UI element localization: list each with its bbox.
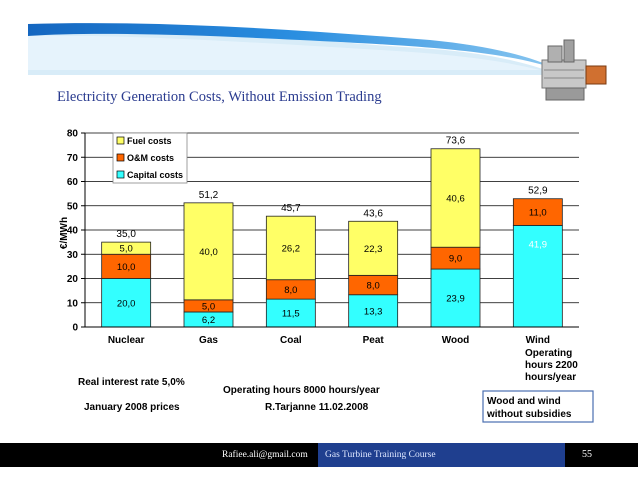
- bar-om-wind: [512, 198, 563, 226]
- bar-fuel-nuclear: [101, 241, 152, 255]
- data-label-fuel-gas: 40,0: [199, 247, 218, 258]
- legend-label-om: O&M costs: [127, 153, 174, 163]
- total-label-nuclear: 35,0: [116, 229, 136, 240]
- data-label-capital-peat: 13,3: [364, 306, 383, 317]
- note-author: R.Tarjanne 11.02.2008: [265, 402, 369, 413]
- gas-turbine-illustration: [541, 39, 607, 101]
- data-label-capital-wind: 41,9: [529, 239, 548, 250]
- category-label-nuclear: Nuclear: [108, 335, 145, 346]
- data-label-capital-nuclear: 20,0: [117, 298, 135, 309]
- y-axis-ticks: 0 10 20 30 40 50 60 70 80: [67, 129, 85, 334]
- bar-capital-wood: [430, 268, 481, 328]
- bar-capital-wind: [512, 224, 563, 328]
- y-tick-label-0: 0: [72, 323, 78, 334]
- cost-chart: 0 10 20 30 40 50 60 70 80 20,0 10,0 5,0 35,0 6,2 5,0 4…: [59, 129, 594, 423]
- category-label-wind: Wind: [526, 335, 550, 346]
- data-label-om-wind: 11,0: [529, 208, 547, 219]
- note-operating-hours: Operating hours 8000 hours/year: [223, 385, 380, 396]
- category-label-wood: Wood: [442, 335, 470, 346]
- bar-fuel-wood: [430, 148, 481, 248]
- data-label-fuel-coal: 26,2: [282, 243, 301, 254]
- data-label-capital-gas: 6,2: [202, 315, 215, 326]
- data-label-om-peat: 8,0: [367, 281, 380, 292]
- legend: Fuel costs O&M costs Capital costs: [112, 132, 188, 184]
- bars: [101, 148, 563, 328]
- y-tick-label-40: 40: [67, 226, 79, 237]
- y-tick-label-70: 70: [67, 153, 79, 164]
- bar-fuel-gas: [183, 202, 234, 301]
- subsidy-note-line-2: without subsidies: [486, 409, 572, 420]
- wind-hours-line-1: Operating: [525, 348, 572, 359]
- subsidy-note-line-1: Wood and wind: [487, 396, 561, 407]
- data-label-om-gas: 5,0: [202, 301, 215, 312]
- y-axis-title: €/MWh: [59, 217, 70, 249]
- data-label-fuel-wood: 40,6: [446, 193, 465, 204]
- bar-fuel-coal: [265, 215, 316, 281]
- total-label-gas: 51,2: [199, 190, 219, 201]
- category-label-gas: Gas: [199, 335, 218, 346]
- legend-label-capital: Capital costs: [127, 170, 183, 180]
- note-prices: January 2008 prices: [84, 402, 180, 413]
- y-tick-label-10: 10: [67, 298, 79, 309]
- chart-panel: 0 10 20 30 40 50 60 70 80 20,0 10,0 5,0 35,0 6,2 5,0 4…: [55, 123, 605, 428]
- legend-label-fuel: Fuel costs: [127, 136, 172, 146]
- y-tick-label-20: 20: [67, 274, 79, 285]
- legend-box: [112, 132, 188, 184]
- data-label-fuel-peat: 22,3: [364, 244, 383, 255]
- subsidy-note-box: [482, 390, 594, 423]
- data-label-om-wood: 9,0: [449, 254, 462, 265]
- total-label-wood: 73,6: [446, 136, 466, 147]
- legend-swatch-capital: [116, 170, 125, 179]
- legend-swatch-om: [116, 153, 125, 162]
- header-wave-banner: [28, 23, 560, 75]
- bar-capital-nuclear: [101, 278, 152, 328]
- footer-course-title: Gas Turbine Training Course: [318, 443, 565, 467]
- total-label-coal: 45,7: [281, 203, 301, 214]
- data-label-capital-coal: 11,5: [282, 309, 300, 320]
- data-labels: 20,0 10,0 5,0 35,0 6,2 5,0 40,0 51,2 11,5 8,0 26,2…: [116, 136, 548, 326]
- y-tick-label-60: 60: [67, 177, 79, 188]
- note-interest-rate: Real interest rate 5,0%: [78, 377, 185, 388]
- footer-email: Rafiee.ali@gmail.com: [222, 450, 308, 460]
- legend-swatch-fuel: [116, 136, 125, 145]
- y-tick-label-30: 30: [67, 250, 79, 261]
- bar-capital-coal: [265, 298, 316, 328]
- category-label-peat: Peat: [363, 335, 385, 346]
- y-tick-label-80: 80: [67, 129, 79, 140]
- category-label-coal: Coal: [280, 335, 302, 346]
- y-tick-label-50: 50: [67, 201, 79, 212]
- data-label-om-coal: 8,0: [284, 285, 297, 296]
- slide-title: Electricity Generation Costs, Without Em…: [57, 89, 382, 105]
- bar-om-nuclear: [101, 253, 152, 279]
- wind-hours-line-3: hours/year: [525, 372, 576, 383]
- data-label-fuel-nuclear: 5,0: [120, 244, 133, 255]
- wind-hours-line-2: hours 2200: [525, 360, 578, 371]
- bar-fuel-peat: [348, 220, 399, 276]
- total-label-peat: 43,6: [363, 208, 383, 219]
- page-number: 55: [582, 449, 592, 460]
- data-label-om-nuclear: 10,0: [117, 262, 135, 273]
- total-label-wind: 52,9: [528, 186, 548, 197]
- data-label-capital-wood: 23,9: [446, 294, 465, 305]
- category-labels: Nuclear Gas Coal Peat Wood Wind: [108, 335, 550, 346]
